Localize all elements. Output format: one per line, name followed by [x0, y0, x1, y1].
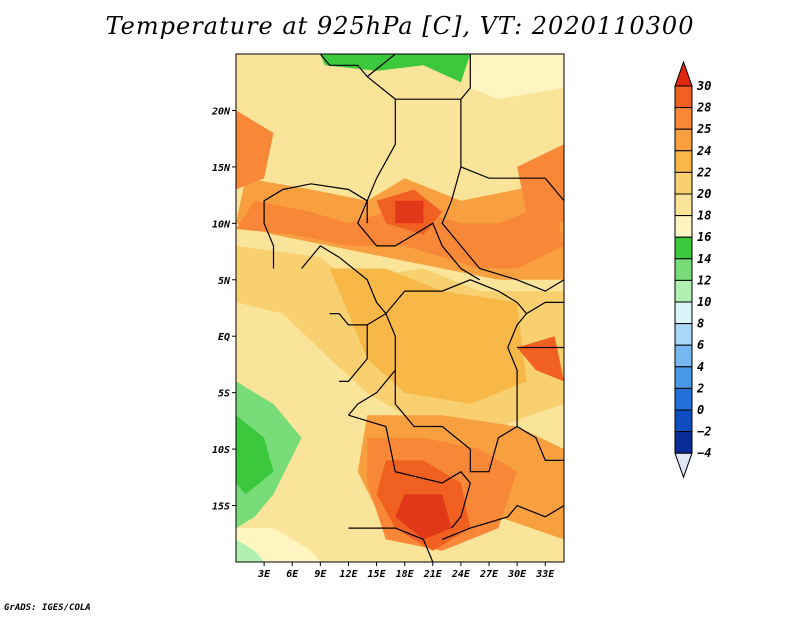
colorbar-level-label: 8 [697, 317, 704, 331]
colorbar-level-label: 16 [697, 230, 711, 244]
colorbar-level-label: 12 [697, 273, 711, 287]
lon-tick-label: 30E [507, 569, 527, 580]
lat-tick-label: 20N [211, 106, 231, 117]
temperature-zone [236, 415, 274, 495]
lon-tick-label: 9E [314, 569, 327, 580]
colorbar-swatch [674, 344, 693, 368]
colorbar-swatch [674, 323, 693, 346]
lon-tick-label: 6E [286, 569, 299, 580]
longitude-axis: 3E 6E 9E 12E 15E 18E 21E 24E 27E 30E 33E [257, 562, 555, 580]
lon-tick-label: 33E [535, 569, 555, 580]
colorbar-top-arrow [674, 60, 693, 87]
colorbar-level-label: 22 [696, 165, 711, 179]
colorbar-level-label: −2 [697, 425, 711, 439]
credit-text: GrADS: IGES/COLA [4, 603, 91, 613]
colorbar-level-label: −4 [697, 446, 711, 460]
colorbar-swatch [674, 85, 693, 109]
colorbar-swatch [674, 431, 693, 454]
country-border [441, 504, 564, 540]
country-border [263, 183, 481, 281]
lat-tick-label: 15S [212, 502, 230, 513]
country-border [263, 200, 275, 269]
colorbar-bottom-arrow [674, 452, 693, 479]
colorbar-swatch [674, 107, 693, 130]
lat-tick-label: 5N [218, 276, 231, 287]
colorbar-level-label: 14 [697, 252, 711, 266]
colorbar-swatch [674, 128, 693, 152]
country-border [348, 414, 471, 529]
colorbar-swatch [674, 301, 693, 325]
temperature-zone [236, 539, 265, 562]
lat-tick-label: 5S [218, 389, 230, 400]
country-border [516, 425, 564, 461]
lon-tick-label: 18E [396, 569, 415, 580]
country-border [301, 245, 527, 315]
lat-tick-label: 15N [212, 163, 231, 174]
country-border [526, 301, 564, 315]
colorbar-swatch [674, 279, 693, 303]
colorbar-swatch [674, 258, 693, 281]
lon-tick-label: 15E [368, 569, 387, 580]
colorbar-level-label: 10 [697, 295, 711, 309]
lon-tick-label: 3E [257, 569, 271, 580]
temperature-field [236, 54, 564, 562]
temperature-zone [236, 200, 564, 269]
colorbar-swatch [674, 215, 693, 238]
latitude-axis: 20N 15N 10N 5N EQ 5S 10S 15S [211, 106, 236, 513]
colorbar-swatch [674, 409, 693, 433]
lon-tick-label: 24E [451, 569, 471, 580]
lat-tick-label: 10N [212, 219, 231, 230]
map-frame [235, 53, 565, 563]
lat-tick-label: 10S [212, 445, 230, 456]
temperature-zone [236, 110, 274, 190]
country-border [394, 313, 527, 473]
colorbar-level-label: 24 [696, 144, 711, 158]
temperature-zone [329, 268, 527, 404]
colorbar-level-label: 18 [697, 209, 711, 223]
country-border [395, 98, 564, 292]
colorbar-level-label: 25 [696, 122, 711, 136]
colorbar-level-label: 2 [696, 381, 704, 395]
colorbar-level-label: 6 [697, 338, 704, 352]
lat-tick-label: EQ [218, 332, 230, 343]
temperature-zone [320, 54, 471, 83]
colorbar-swatch [674, 366, 693, 389]
colorbar-level-label: 0 [697, 403, 704, 417]
lon-tick-label: 21E [423, 569, 443, 580]
colorbar-swatch [674, 150, 693, 173]
colorbar-swatch [674, 387, 693, 411]
lon-tick-label: 27E [479, 569, 499, 580]
colorbar-swatch [674, 236, 693, 260]
colorbar-level-label: 28 [696, 101, 711, 115]
temperature-zone [395, 200, 424, 224]
colorbar-level-label: 4 [697, 360, 704, 374]
map-title: Temperature at 925hPa [C], VT: 202011030… [105, 12, 695, 40]
lon-tick-label: 12E [339, 569, 358, 580]
temperature-zone [236, 528, 321, 562]
temperature-zone [470, 54, 564, 100]
temperature-zone [395, 494, 452, 540]
colorbar-level-label: 30 [696, 79, 711, 93]
temperature-zone [517, 144, 564, 224]
country-borders [263, 54, 564, 562]
colorbar-level-label: 20 [696, 187, 711, 201]
country-border [348, 527, 434, 562]
colorbar-swatch [674, 171, 693, 195]
country-border [366, 54, 396, 78]
colorbar-swatch [674, 193, 693, 217]
country-border [460, 54, 471, 100]
country-border [460, 166, 564, 202]
